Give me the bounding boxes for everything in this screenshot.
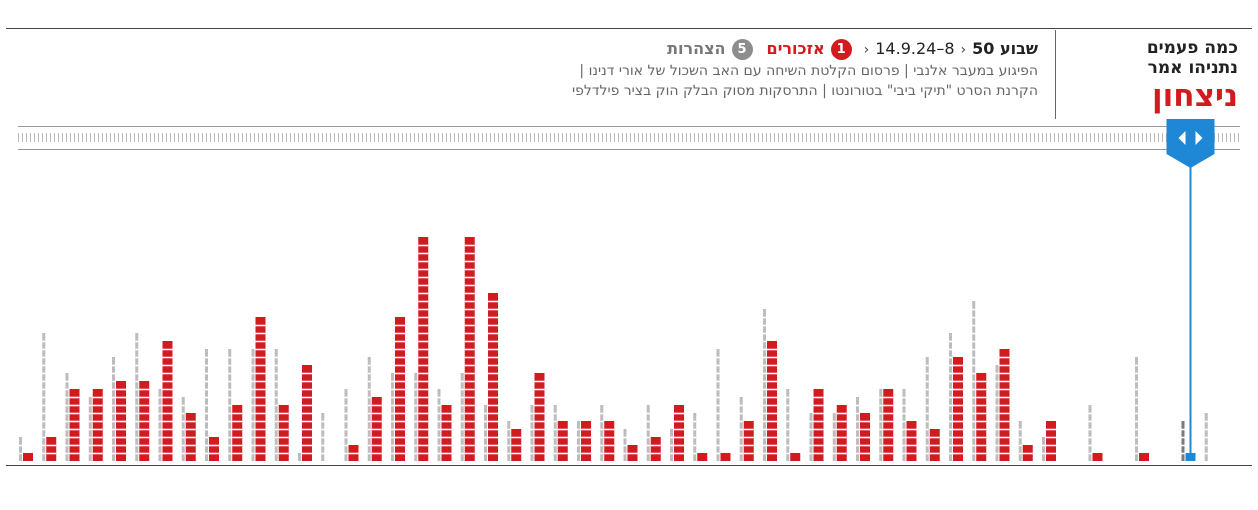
declaration-bar: [600, 405, 604, 461]
mention-bar: [162, 341, 173, 461]
chevron-separator-icon: ‹: [960, 42, 967, 58]
mention-bar: [743, 421, 754, 461]
mentions-count-badge: 1: [830, 39, 852, 60]
declaration-bar: [344, 389, 348, 461]
declaration-bar: [414, 373, 418, 461]
mention-bar: [488, 293, 498, 461]
declaration-bar: [367, 357, 371, 461]
mention-bar: [976, 373, 987, 461]
mention-bar: [790, 453, 801, 461]
declaration-bar: [19, 437, 22, 461]
events-line-2: הקרנת הסרט "תיקי ביבי" בטורונטו | התרסקו…: [572, 83, 1038, 99]
mention-bar: [92, 389, 103, 461]
mention-bar: [1139, 453, 1149, 461]
title-word: ניצחון: [1152, 78, 1238, 114]
timeline-ticks: [18, 133, 1240, 142]
declaration-bar: [158, 389, 162, 461]
mentions-label: אזכורים: [766, 39, 825, 58]
declaration-bar: [1088, 405, 1092, 461]
mention-bar: [1092, 453, 1103, 461]
mention-bar: [23, 453, 33, 461]
mention-bar: [232, 405, 243, 461]
mention-bar: [720, 453, 731, 461]
mention-bar: [883, 389, 894, 461]
mention-bar: [953, 357, 963, 461]
declaration-bar: [1042, 437, 1045, 461]
declaration-bar: [577, 421, 580, 461]
declaration-bar: [879, 389, 883, 461]
arrow-left-icon[interactable]: [1178, 131, 1186, 145]
mention-bar: [46, 437, 57, 461]
week-header: שבוע 50 ‹ 8–14.9.24 ‹ 1 אזכורים 5 הצהרות הפיגוע…: [258, 38, 1038, 101]
mention-bar: [209, 437, 219, 461]
title-line-1: כמה פעמים: [1146, 38, 1238, 58]
declaration-bar: [553, 405, 557, 461]
mention-bar: [278, 405, 289, 461]
week-summary: שבוע 50 ‹ 8–14.9.24 ‹ 1 אזכורים 5 הצהרות: [258, 38, 1038, 61]
mention-bar: [674, 405, 684, 461]
declarations-label: הצהרות: [667, 39, 726, 58]
chart-title: כמה פעמים נתניהו אמר ניצחון: [1058, 38, 1238, 113]
declaration-bar: [65, 373, 69, 461]
declaration-bar: [1018, 421, 1022, 461]
title-line-2: נתניהו אמר: [1147, 58, 1238, 78]
declaration-bar: [786, 389, 790, 461]
declaration-bar: [484, 405, 487, 461]
chevron-separator-icon: ‹: [863, 42, 870, 58]
declaration-bar: [391, 373, 394, 461]
events-line-1: הפיגוע במעבר אלנבי | פרסום הקלטת השיחה ע…: [579, 63, 1038, 79]
mention-bar: [534, 373, 545, 461]
mention-bar: [441, 405, 452, 461]
mention-bar: [604, 421, 615, 461]
declaration-bar: [763, 309, 766, 461]
mention-bar: [767, 341, 777, 461]
mention-bar: [650, 437, 661, 461]
timeline-scrubber[interactable]: [18, 126, 1240, 150]
mention-bar: [906, 421, 917, 461]
vertical-divider: [1055, 30, 1056, 119]
mention-bar: [697, 453, 708, 461]
baseline-rule: [6, 465, 1252, 466]
declaration-bar: [1135, 357, 1138, 461]
arrow-right-icon[interactable]: [1195, 131, 1203, 145]
declaration-bar: [902, 389, 906, 461]
mention-bar: [557, 421, 568, 461]
week-label: שבוע 50: [972, 39, 1038, 58]
declaration-bar: [1181, 421, 1185, 461]
declaration-bar: [646, 405, 650, 461]
week-dates: 8–14.9.24: [875, 39, 955, 58]
declaration-bar: [437, 389, 441, 461]
declaration-bar: [925, 357, 929, 461]
bar-series-group: [19, 237, 1208, 461]
declaration-bar: [507, 421, 511, 461]
declaration-bar: [112, 357, 115, 461]
declarations-count-badge: 5: [731, 39, 753, 60]
mention-bar: [581, 421, 591, 461]
mention-bar: [1046, 421, 1056, 461]
declaration-bar: [460, 373, 464, 461]
mention-bar: [836, 405, 847, 461]
mention-bar: [69, 389, 80, 461]
week-slider[interactable]: [1166, 119, 1215, 461]
slider-handle[interactable]: [1166, 119, 1215, 168]
mention-bar: [813, 389, 824, 461]
declaration-bar: [298, 453, 301, 461]
declaration-bar: [530, 405, 534, 461]
top-rule: [6, 28, 1252, 29]
